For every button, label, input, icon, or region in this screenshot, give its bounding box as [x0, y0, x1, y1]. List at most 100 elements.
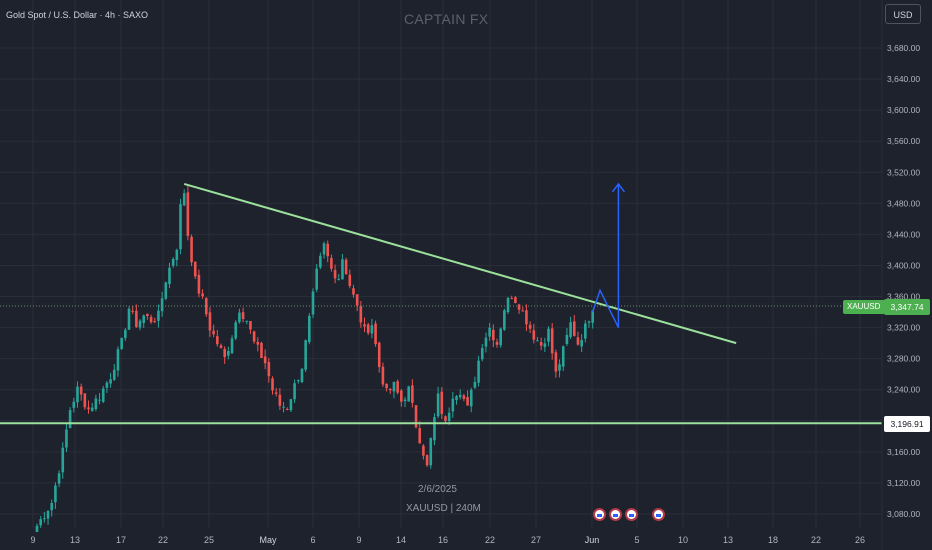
candle-body	[510, 298, 514, 300]
watermark: CAPTAIN FX	[404, 11, 489, 27]
candle-body	[76, 386, 79, 403]
candle-body	[274, 392, 278, 394]
candle-body	[87, 407, 90, 410]
support-level-tag: 3,196.91	[884, 416, 930, 432]
currency-button[interactable]: USD	[885, 4, 921, 24]
time-tick-label: 16	[438, 535, 448, 545]
price-tick-label: 3,240.00	[887, 385, 920, 395]
candle-body	[271, 378, 274, 391]
last-price-tag: 3,347.74	[884, 299, 930, 315]
candle-body	[348, 274, 352, 287]
candle-body	[514, 297, 517, 303]
candle-body	[503, 310, 506, 330]
candle-body	[319, 255, 322, 268]
candle-body	[477, 360, 480, 383]
price-tick-label: 3,480.00	[887, 198, 920, 208]
candle-body	[234, 322, 238, 339]
candle-body	[377, 342, 381, 368]
candle-body	[352, 288, 355, 295]
candle-body	[227, 350, 230, 356]
candle-body	[282, 406, 285, 408]
candle-body	[138, 320, 142, 328]
price-tick-label: 3,320.00	[887, 323, 920, 333]
candle-body	[201, 293, 204, 297]
candle-body	[584, 323, 587, 339]
price-tick-label: 3,560.00	[887, 136, 920, 146]
candle-body	[469, 389, 473, 407]
us-flag-icon[interactable]	[625, 508, 638, 521]
candle-body	[403, 399, 407, 402]
time-tick-label: May	[259, 535, 277, 545]
candle-body	[363, 324, 366, 327]
price-tick-label: 3,160.00	[887, 447, 920, 457]
candle-body	[359, 305, 363, 323]
time-tick-label: 25	[204, 535, 214, 545]
price-tick-label: 3,440.00	[887, 229, 920, 239]
candle-body	[304, 340, 307, 370]
candle-body	[179, 204, 182, 250]
candle-body	[300, 368, 304, 383]
candle-body	[381, 366, 385, 385]
candle-body	[249, 320, 252, 330]
candle-body	[436, 393, 440, 417]
candle-body	[521, 310, 525, 312]
candle-body	[433, 417, 436, 441]
candle-body	[473, 381, 477, 388]
candle-body	[517, 304, 521, 310]
candle-body	[109, 379, 112, 384]
candle-body	[411, 385, 414, 403]
candle-body	[65, 429, 68, 448]
candle-body	[341, 259, 344, 280]
candle-body	[278, 394, 282, 406]
candle-body	[558, 364, 561, 371]
candle-body	[447, 412, 451, 422]
time-tick-label: 6	[310, 535, 315, 545]
candle-body	[197, 274, 201, 294]
candle-body	[135, 310, 138, 328]
candle-body	[61, 447, 65, 473]
us-flag-icon[interactable]	[652, 508, 665, 521]
time-tick-label: 9	[30, 535, 35, 545]
candlestick-series	[35, 185, 594, 533]
candle-body	[153, 321, 157, 323]
candle-body	[455, 396, 458, 400]
candle-body	[289, 399, 293, 411]
time-axis: 9 13 17 22 25 May 6 9 14 16 22 27 Jun 5 10 13 18 22 26	[30, 535, 865, 545]
price-tick-label: 3,400.00	[887, 260, 920, 270]
candle-body	[168, 267, 171, 285]
candle-body	[488, 327, 491, 337]
price-tick-label: 3,680.00	[887, 43, 920, 53]
candle-body	[444, 416, 447, 422]
candle-body	[576, 337, 580, 345]
candle-body	[370, 325, 374, 334]
us-flag-icon[interactable]	[609, 508, 622, 521]
candle-body	[230, 338, 234, 354]
candle-body	[580, 339, 583, 347]
candle-body	[50, 502, 54, 511]
candle-body	[72, 401, 76, 408]
candle-body	[83, 393, 87, 408]
candle-body	[554, 352, 558, 372]
candle-body	[429, 438, 433, 466]
candle-body	[212, 330, 215, 335]
candle-body	[451, 398, 455, 412]
time-tick-label: 14	[396, 535, 406, 545]
us-flag-icon[interactable]	[593, 508, 606, 521]
symbol-annotation: XAUUSD | 240M	[406, 503, 481, 514]
price-tick-label: 3,280.00	[887, 354, 920, 364]
candle-body	[293, 383, 296, 400]
time-tick-label: Jun	[585, 535, 600, 545]
candle-body	[171, 259, 175, 266]
candle-body	[238, 312, 241, 323]
candle-body	[182, 193, 186, 206]
candle-body	[164, 282, 168, 299]
projection-arrow-icon	[611, 182, 626, 193]
candle-body	[175, 249, 179, 260]
candle-body	[216, 336, 219, 345]
candle-body	[506, 298, 510, 313]
price-axis: 3,080.003,120.003,160.003,200.003,240.00…	[881, 0, 920, 550]
candle-body	[285, 408, 289, 410]
candle-body	[532, 330, 536, 340]
projection-path	[591, 183, 620, 328]
